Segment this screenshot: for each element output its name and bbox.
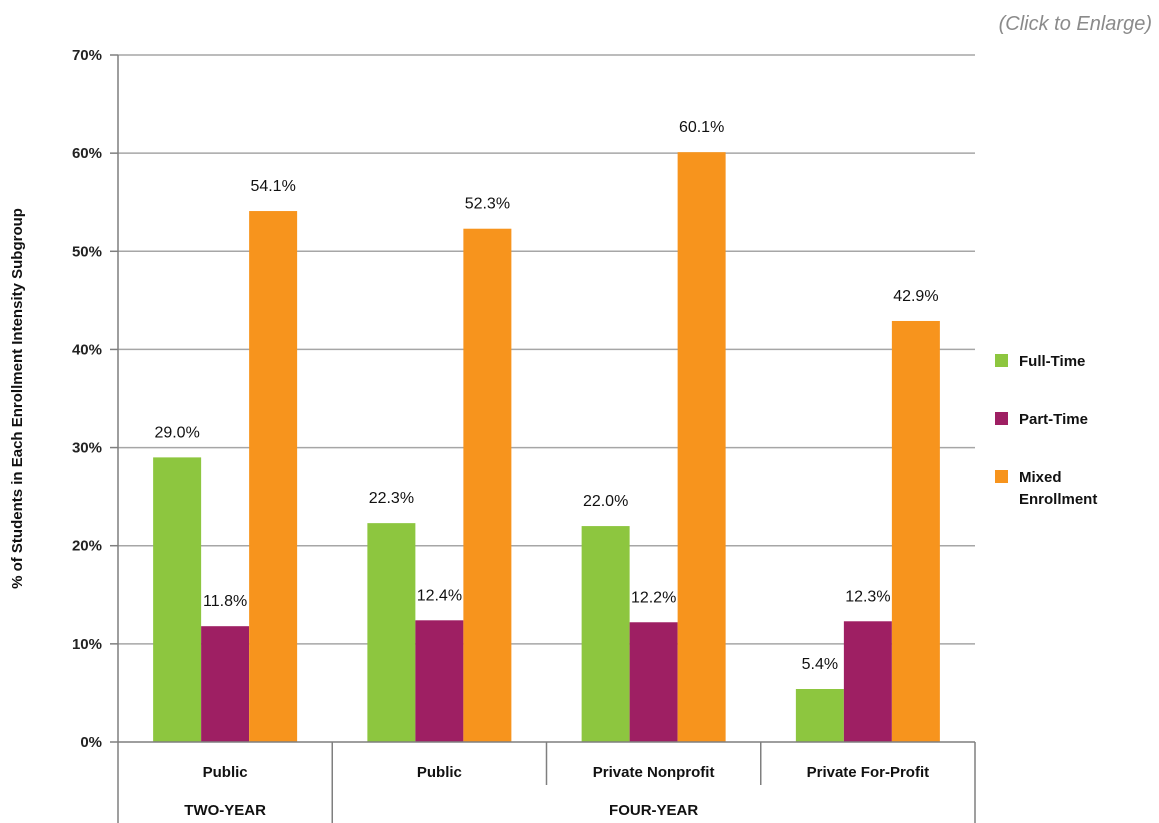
bar-full-time (581, 526, 630, 742)
data-label: 12.3% (845, 588, 890, 605)
y-tick-label: 60% (72, 145, 102, 162)
x-group-label: FOUR-YEAR (609, 802, 698, 819)
click-to-enlarge-link[interactable]: (Click to Enlarge) (999, 13, 1152, 35)
data-label: 60.1% (679, 119, 724, 136)
y-tick-label: 20% (72, 538, 102, 555)
legend-label-part-time: Part-Time (1019, 411, 1088, 428)
y-tick-label: 40% (72, 341, 102, 358)
legend-swatch-full-time (995, 354, 1008, 367)
axes: 0% 10% 20% 30% 40% 50% 60% 70% Public Public Priva… (9, 47, 976, 823)
bar-part-time (201, 626, 250, 742)
bar-part-time (629, 622, 678, 742)
data-label: 11.8% (203, 593, 247, 610)
gridlines (118, 54, 975, 645)
bar-mixed (463, 228, 512, 742)
data-label: 12.4% (417, 587, 462, 604)
y-tick-label: 30% (72, 440, 102, 457)
x-category-label: Private Nonprofit (593, 764, 715, 781)
legend-label-full-time: Full-Time (1019, 353, 1085, 370)
y-axis-title: % of Students in Each Enrollment Intensi… (9, 208, 26, 589)
legend-label-mixed: Mixed Enrollment (1019, 469, 1097, 508)
legend: Full-Time Part-Time Mixed Enrollment (995, 353, 1097, 508)
data-label: 54.1% (250, 178, 295, 195)
bar-mixed (677, 152, 726, 742)
bar-part-time (843, 621, 892, 742)
data-label: 22.0% (583, 493, 628, 510)
x-category-label: Public (203, 764, 248, 781)
bar-full-time (795, 689, 844, 742)
y-tick-label: 0% (80, 734, 102, 751)
bar-mixed (249, 211, 298, 743)
data-labels: 29.0% 22.3% 22.0% 5.4% 11.8% 12.4% 12.2% 12.3% 5… (154, 119, 938, 673)
y-tick-label: 50% (72, 243, 102, 260)
data-label: 5.4% (802, 656, 838, 673)
bar-mixed (891, 320, 940, 742)
bar-full-time (367, 523, 416, 742)
data-label: 12.2% (631, 589, 676, 606)
x-category-label: Private For-Profit (807, 764, 930, 781)
x-category-label: Public (417, 764, 462, 781)
y-tick-label: 10% (72, 636, 102, 653)
legend-swatch-part-time (995, 412, 1008, 425)
x-group-label: TWO-YEAR (184, 802, 266, 819)
bar-full-time (153, 457, 202, 742)
bar-part-time (415, 620, 464, 742)
y-tick-label: 70% (72, 47, 102, 64)
data-label: 22.3% (369, 490, 414, 507)
data-label: 52.3% (465, 196, 510, 213)
bars (153, 152, 940, 743)
data-label: 29.0% (154, 424, 199, 441)
legend-swatch-mixed (995, 470, 1008, 483)
data-label: 42.9% (893, 288, 938, 305)
